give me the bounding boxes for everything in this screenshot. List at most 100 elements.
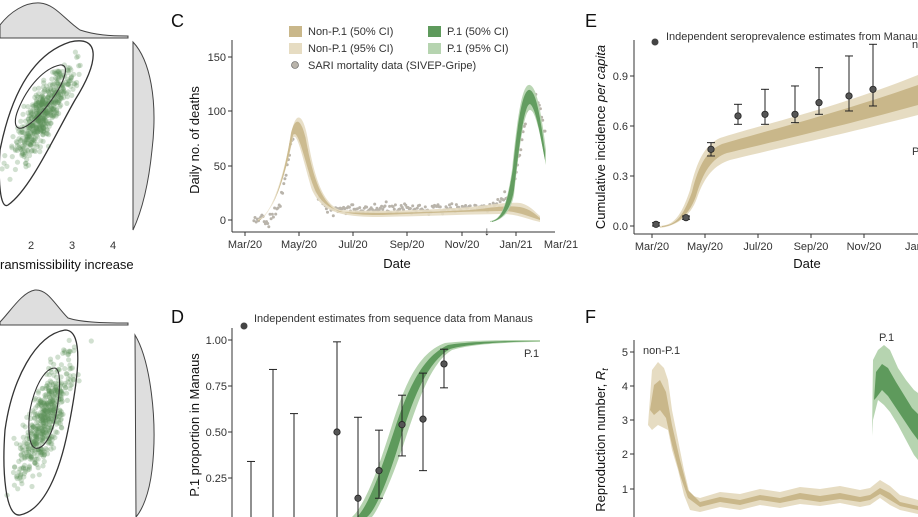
scatter-point	[17, 475, 23, 481]
scatter-point	[62, 382, 68, 388]
scatter-point	[37, 149, 43, 155]
scatter-point	[34, 110, 40, 116]
scatter-point	[56, 378, 62, 384]
scatter-cloud-bottom	[4, 337, 94, 498]
scatter-point	[43, 417, 49, 423]
scatter-point	[28, 115, 34, 121]
scatter-point	[51, 404, 57, 410]
scatter-point	[35, 418, 41, 424]
scatter-point	[39, 385, 45, 391]
scatter-point	[48, 103, 54, 109]
scatter-point	[37, 103, 43, 109]
scatter-point	[33, 456, 39, 462]
scatter-point	[61, 87, 67, 93]
scatter-point	[38, 102, 44, 108]
scatter-point	[33, 104, 39, 110]
scatter-point	[24, 133, 31, 140]
scatter-point	[65, 351, 72, 357]
scatter-point	[41, 449, 47, 455]
scatter-point	[48, 410, 54, 416]
d-ytick-050: 0.50	[206, 427, 227, 439]
scatter-point	[40, 138, 46, 144]
contour-outer-top	[0, 40, 94, 207]
scatter-point	[46, 408, 52, 414]
scatter-point	[39, 428, 46, 434]
scatter-point	[31, 112, 37, 118]
scatter-point	[48, 401, 55, 407]
left-bottom-panel	[0, 289, 155, 517]
scatter-point	[43, 121, 49, 127]
scatter-point	[46, 372, 52, 378]
scatter-point	[30, 424, 36, 430]
scatter-point	[58, 95, 65, 101]
scatter-point	[33, 102, 39, 108]
scatter-point	[30, 448, 36, 454]
scatter-point	[74, 83, 80, 89]
e-estimate-point	[734, 112, 742, 120]
scatter-point	[67, 362, 73, 368]
scatter-point	[12, 166, 18, 173]
scatter-point	[45, 415, 52, 421]
scatter-point	[38, 426, 44, 432]
scatter-point	[51, 413, 57, 419]
sari-point	[415, 206, 419, 210]
scatter-point	[41, 124, 47, 130]
scatter-point	[40, 435, 47, 441]
scatter-point	[45, 416, 51, 422]
sari-point	[464, 204, 468, 207]
scatter-point	[46, 436, 52, 442]
c-ytick-50: 50	[214, 161, 226, 173]
scatter-point	[29, 423, 35, 429]
f-ytick-3: 3	[622, 415, 628, 427]
scatter-point	[21, 455, 27, 461]
e-estimate-point	[707, 145, 715, 153]
scatter-point	[43, 114, 49, 120]
scatter-point	[20, 144, 26, 150]
scatter-point	[35, 129, 41, 135]
scatter-point	[52, 385, 59, 391]
scatter-point	[47, 415, 53, 422]
scatter-point	[33, 108, 39, 114]
scatter-point	[42, 117, 48, 123]
scatter-point	[71, 71, 77, 77]
scatter-point	[9, 145, 15, 151]
scatter-point	[36, 112, 42, 118]
e-band-50	[662, 85, 918, 227]
scatter-point	[24, 441, 30, 447]
scatter-point	[36, 126, 42, 132]
sari-point	[253, 216, 257, 219]
scatter-point	[40, 405, 46, 412]
scatter-point	[34, 97, 40, 103]
scatter-point	[68, 83, 74, 89]
scatter-point	[33, 110, 40, 116]
scatter-point	[66, 349, 72, 355]
scatter-point	[65, 376, 71, 382]
scatter-point	[44, 447, 50, 453]
scatter-point	[22, 453, 28, 459]
scatter-point	[54, 108, 60, 114]
scatter-point	[38, 409, 44, 415]
scatter-point	[21, 474, 27, 480]
c-legend-swatch-p1-50	[428, 26, 441, 37]
scatter-point	[35, 388, 42, 394]
sari-point	[411, 204, 415, 208]
scatter-point	[34, 440, 40, 447]
contour-outer-bottom	[3, 329, 79, 516]
scatter-point	[39, 431, 45, 437]
c-xtick-sep20: Sep/20	[390, 239, 425, 251]
scatter-point	[45, 94, 51, 100]
scatter-point	[26, 449, 32, 455]
scatter-point	[38, 450, 44, 456]
scatter-point	[32, 137, 38, 143]
scatter-point	[36, 414, 43, 420]
c-xtick-nov20: Nov/20	[445, 239, 480, 251]
sari-point	[365, 205, 369, 209]
scatter-point	[34, 461, 40, 468]
scatter-point	[36, 396, 42, 402]
scatter-point	[28, 126, 34, 132]
scatter-point	[30, 136, 36, 143]
scatter-point	[19, 481, 25, 487]
scatter-point	[30, 424, 37, 430]
scatter-point	[34, 127, 41, 134]
scatter-point	[61, 62, 67, 68]
